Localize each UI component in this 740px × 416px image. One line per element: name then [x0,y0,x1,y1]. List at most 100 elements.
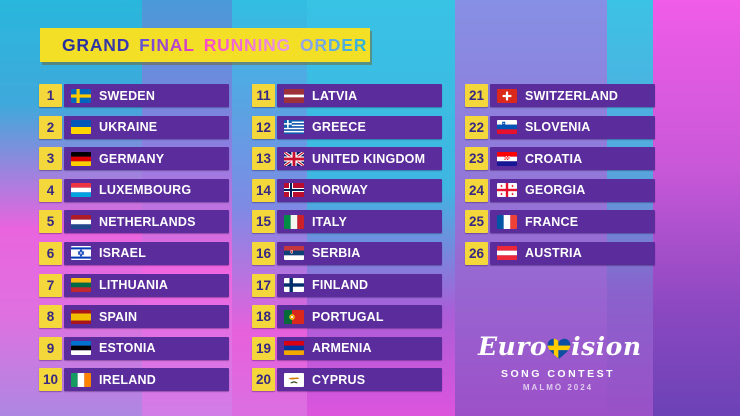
running-order-column-3: 21 SWITZERLAND 22 SLOVENIA 23 CROATIA 24 GEORGI… [465,84,655,265]
flag-icon-at [497,246,517,261]
entry-number: 9 [39,336,62,360]
background-stripe [607,0,653,416]
flag-icon-rs [284,246,304,261]
title-banner: GRAND FINAL RUNNING ORDER [40,28,370,62]
logo-wordmark-left: Euro [478,332,548,361]
entry-number: 14 [252,178,275,202]
country-label: UKRAINE [99,120,158,135]
flag-icon-it [284,214,304,229]
running-order-column-2: 11 LATVIA 12 GREECE 13 UNITED KINGDOM 14 NORWAY… [252,84,442,392]
country-bar: LATVIA [277,84,442,107]
flag-icon-lu [71,183,91,198]
country-label: CROATIA [525,151,583,166]
entry-number: 19 [252,336,275,360]
entry-number: 18 [252,305,275,329]
country-label: SPAIN [99,309,138,324]
country-label: PORTUGAL [312,309,384,324]
country-label: CYPRUS [312,372,366,387]
entry-row: 6 ISRAEL [39,241,229,265]
country-bar: UKRAINE [64,115,229,139]
entry-row: 11 LATVIA [252,84,442,107]
country-bar: SPAIN [64,305,229,329]
entry-row: 22 SLOVENIA [465,115,655,139]
country-label: ARMENIA [312,341,372,356]
entry-number: 2 [39,115,62,139]
flag-icon-pt [284,309,304,324]
country-bar: NORWAY [277,178,442,202]
heart-swedish-flag-icon [546,337,572,364]
entry-row: 5 NETHERLANDS [39,210,229,234]
flag-icon-si [497,120,517,135]
background-stripe [653,0,740,416]
entry-row: 7 LITHUANIA [39,273,229,297]
eurovision-logo: Euro ision SONG CONTEST MALMÖ 2024 [478,332,642,392]
entry-number: 15 [252,210,275,234]
country-label: GREECE [312,120,366,135]
entry-number: 25 [465,210,488,234]
country-bar: GREECE [277,115,442,139]
country-bar: SLOVENIA [490,115,655,139]
country-bar: FRANCE [490,210,655,234]
flag-icon-il [71,246,91,261]
country-bar: SERBIA [277,241,442,265]
flag-icon-am [284,341,304,356]
entry-number: 23 [465,147,488,171]
entry-number: 1 [39,84,62,107]
entry-row: 10 IRELAND [39,368,229,392]
flag-icon-lt [71,278,91,293]
country-bar: NETHERLANDS [64,210,229,234]
country-label: NETHERLANDS [99,214,196,229]
entry-row: 1 SWEDEN [39,84,229,107]
country-label: LATVIA [312,88,358,103]
country-bar: CYPRUS [277,368,442,392]
entry-number: 7 [39,273,62,297]
background-stripe [455,0,607,416]
country-label: UNITED KINGDOM [312,151,426,166]
title-word: RUNNING [203,34,291,55]
entry-row: 14 NORWAY [252,178,442,202]
logo-song-contest: SONG CONTEST [500,368,615,380]
flag-icon-ch [497,88,517,103]
country-label: SLOVENIA [525,120,591,135]
country-bar: ITALY [277,210,442,234]
flag-icon-ua [71,120,91,135]
entry-row: 2 UKRAINE [39,115,229,139]
country-bar: SWEDEN [64,84,229,107]
entry-number: 4 [39,178,62,202]
flag-icon-gb [284,151,304,166]
entry-number: 22 [465,115,488,139]
country-label: SWITZERLAND [525,88,619,103]
flag-icon-cy [284,372,304,387]
entry-number: 13 [252,147,275,171]
flag-icon-fr [497,214,517,229]
title-word: ORDER [299,34,368,55]
entry-row: 20 CYPRUS [252,368,442,392]
entry-number: 26 [465,241,488,265]
entry-row: 21 SWITZERLAND [465,84,655,107]
country-bar: GEORGIA [490,178,655,202]
entry-number: 17 [252,273,275,297]
country-label: NORWAY [312,183,369,198]
country-label: ITALY [312,214,348,229]
entry-row: 13 UNITED KINGDOM [252,147,442,171]
country-bar: CROATIA [490,147,655,171]
entry-row: 25 FRANCE [465,210,655,234]
entry-row: 15 ITALY [252,210,442,234]
country-label: GERMANY [99,151,165,166]
country-bar: LUXEMBOURG [64,178,229,202]
country-label: LUXEMBOURG [99,183,192,198]
country-label: SWEDEN [99,88,156,103]
country-bar: GERMANY [64,147,229,171]
logo-wordmark-right: ision [571,332,642,361]
entry-number: 12 [252,115,275,139]
flag-icon-nl [71,214,91,229]
entry-row: 9 ESTONIA [39,336,229,360]
country-bar: UNITED KINGDOM [277,147,442,171]
entry-row: 17 FINLAND [252,273,442,297]
country-label: SERBIA [312,246,361,261]
entry-number: 24 [465,178,488,202]
country-bar: ESTONIA [64,336,229,360]
flag-icon-es [71,309,91,324]
entry-row: 16 SERBIA [252,241,442,265]
